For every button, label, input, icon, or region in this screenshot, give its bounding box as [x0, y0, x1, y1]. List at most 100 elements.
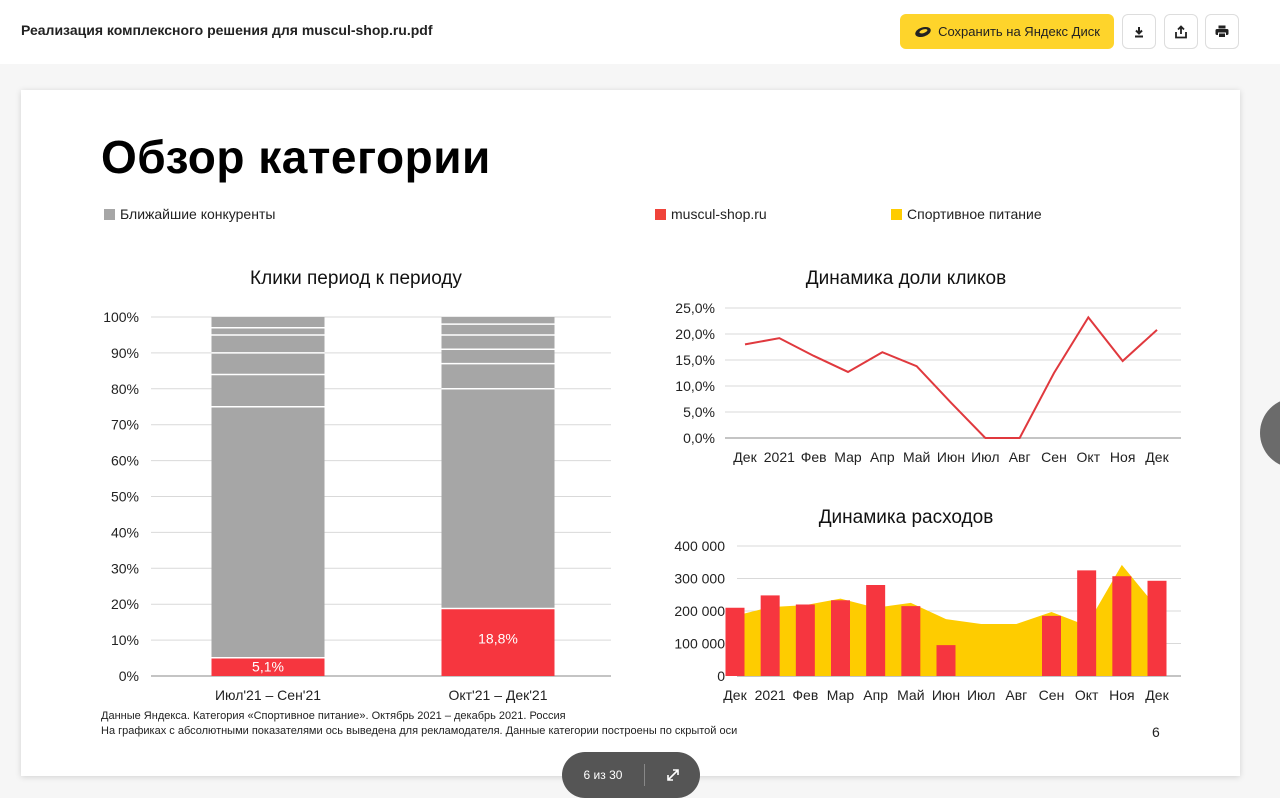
- y-tick-label: 20,0%: [675, 326, 715, 342]
- x-tick-label: Дек: [1145, 449, 1169, 465]
- x-tick-label: Окт: [1075, 687, 1099, 703]
- bar-muscul-shop-spend: [1077, 570, 1097, 676]
- y-tick-label: 50%: [111, 489, 139, 505]
- y-tick-label: 60%: [111, 453, 139, 469]
- x-tick-label: Фев: [801, 449, 827, 465]
- y-tick-label: 0,0%: [683, 430, 715, 446]
- y-tick-label: 20%: [111, 596, 139, 612]
- y-tick-label: 100%: [103, 309, 139, 325]
- clicks-chart-title: Клики период к периоду: [250, 268, 462, 289]
- next-slide-button[interactable]: [1260, 398, 1280, 468]
- y-tick-label: 15,0%: [675, 352, 715, 368]
- x-tick-label: Авг: [1005, 687, 1027, 703]
- y-tick-label: 70%: [111, 417, 139, 433]
- bar-muscul-shop-spend: [725, 607, 745, 676]
- y-tick-label: 25,0%: [675, 300, 715, 316]
- footnote-source: Данные Яндекса. Категория «Спортивное пи…: [101, 710, 566, 722]
- legend-swatch: [655, 208, 666, 220]
- x-tick-label: Апр: [863, 687, 888, 703]
- y-tick-label: 0%: [119, 668, 139, 684]
- x-tick-label: Май: [897, 687, 924, 703]
- y-tick-label: 10,0%: [675, 378, 715, 394]
- slide-title: Обзор категории: [101, 131, 491, 183]
- download-icon: [1135, 26, 1143, 37]
- legend-swatch: [891, 208, 902, 220]
- y-tick-label: 100 000: [674, 636, 725, 652]
- legend-label: muscul-shop.ru: [671, 206, 767, 222]
- bar-muscul-shop-spend: [901, 606, 921, 676]
- x-tick-label: Дек: [1145, 687, 1169, 703]
- bar-muscul-shop-spend: [760, 595, 780, 676]
- bar-competitors: [441, 317, 555, 609]
- legend-label: Ближайшие конкуренты: [120, 206, 276, 222]
- x-tick-label: Авг: [1009, 449, 1031, 465]
- y-tick-label: 400 000: [674, 538, 725, 554]
- x-tick-label: Ноя: [1109, 687, 1134, 703]
- x-tick-label: Дек: [733, 449, 757, 465]
- bar-muscul-shop-spend: [795, 604, 815, 676]
- x-tick-label: Окт: [1077, 449, 1101, 465]
- bar-muscul-shop-spend: [1042, 615, 1061, 676]
- y-tick-label: 5,0%: [683, 404, 715, 420]
- bar-muscul-shop: [441, 608, 555, 676]
- spend-chart-title: Динамика расходов: [818, 507, 994, 528]
- y-tick-label: 90%: [111, 345, 139, 361]
- legend-item-competitors: Ближайшие конкуренты: [104, 206, 275, 222]
- bar-muscul-shop-spend: [866, 585, 886, 676]
- x-tick-label: Фев: [792, 687, 818, 703]
- expand-icon: [666, 769, 679, 781]
- download-button[interactable]: [1122, 14, 1156, 49]
- bar-muscul-shop-spend: [1112, 576, 1132, 676]
- y-tick-label: 30%: [111, 560, 139, 576]
- bar-muscul-shop: [211, 657, 325, 676]
- bar-muscul-shop-spend: [936, 645, 956, 676]
- series-line-click-share: [744, 315, 1158, 439]
- clicks-chart: 0% 10% 20% 30% 40% 50% 60% 70% 80% 90% 100% 5,1% Июл…: [103, 309, 611, 703]
- x-tick-label: Июл: [971, 449, 999, 465]
- pager-divider: [644, 764, 645, 786]
- y-tick-label: 0: [717, 668, 725, 684]
- document-title: Реализация комплексного решения для musc…: [21, 22, 433, 38]
- bar-competitors: [211, 317, 325, 658]
- legend-item-muscul-shop: muscul-shop.ru: [655, 206, 767, 222]
- print-icon: [1215, 25, 1229, 38]
- top-bar: Реализация комплексного решения для musc…: [0, 0, 1280, 64]
- x-tick-label: Июл'21 – Сен'21: [215, 687, 321, 703]
- page-counter: 6 из 30: [583, 768, 623, 782]
- save-to-yandex-disk-button[interactable]: Сохранить на Яндекс Диск: [900, 14, 1114, 49]
- x-tick-label: Май: [903, 449, 930, 465]
- bar-data-label: 5,1%: [252, 659, 284, 675]
- y-tick-label: 80%: [111, 381, 139, 397]
- slide: Обзор категории Ближайшие конкуренты mus…: [21, 90, 1240, 776]
- y-tick-label: 40%: [111, 524, 139, 540]
- share-button[interactable]: [1164, 14, 1198, 49]
- x-tick-label: Сен: [1041, 449, 1067, 465]
- fullscreen-button[interactable]: [645, 768, 700, 782]
- bar-muscul-shop-spend: [1147, 580, 1167, 676]
- share-icon: [1175, 24, 1187, 38]
- x-tick-label: Июл: [967, 687, 995, 703]
- slide-page-number: 6: [1152, 724, 1160, 740]
- x-tick-label: Дек: [723, 687, 747, 703]
- click-share-chart: 0,0% 5,0% 10,0% 15,0% 20,0% 25,0% Дек 2021 Фев Ма…: [675, 300, 1181, 465]
- y-tick-label: 200 000: [674, 603, 725, 619]
- x-tick-label: Мар: [827, 687, 855, 703]
- y-tick-label: 10%: [111, 632, 139, 648]
- legend-label: Спортивное питание: [907, 206, 1042, 222]
- x-tick-label: 2021: [764, 449, 795, 465]
- save-button-label: Сохранить на Яндекс Диск: [938, 24, 1100, 39]
- footnote-axis: На графиках с абсолютными показателями о…: [101, 725, 738, 737]
- spend-chart: 0 100 000 200 000 300 000 400 000 Дек 2021 Фев М…: [674, 538, 1181, 703]
- x-tick-label: Мар: [834, 449, 862, 465]
- bar-data-label: 18,8%: [478, 630, 518, 646]
- x-tick-label: Июн: [937, 449, 965, 465]
- pager: 6 из 30: [562, 752, 700, 798]
- x-tick-label: 2021: [755, 687, 786, 703]
- bar-muscul-shop-spend: [831, 600, 850, 676]
- x-tick-label: Апр: [870, 449, 895, 465]
- legend-swatch: [104, 208, 115, 220]
- x-tick-label: Сен: [1039, 687, 1065, 703]
- click-share-chart-title: Динамика доли кликов: [805, 268, 1007, 289]
- print-button[interactable]: [1205, 14, 1239, 49]
- y-tick-label: 300 000: [674, 571, 725, 587]
